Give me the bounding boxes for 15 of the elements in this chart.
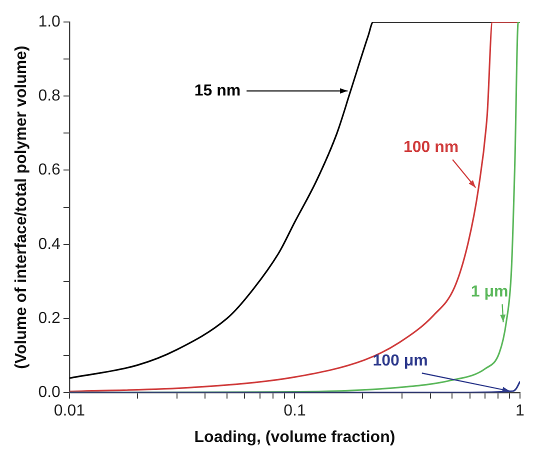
- y-tick-label: 1.0: [38, 13, 61, 30]
- y-tick-label: 0.2: [38, 310, 61, 327]
- series-label: 100 nm: [403, 139, 459, 156]
- x-tick-label: 0.01: [54, 402, 86, 420]
- x-tick-label: 1: [516, 402, 525, 420]
- y-tick-label: 0.6: [38, 162, 61, 179]
- x-tick-label: 0.1: [284, 402, 306, 420]
- y-tick-label: 0.8: [38, 88, 61, 105]
- x-axis-title: Loading, (volume fraction): [194, 428, 396, 446]
- text: 15 nm: [194, 82, 241, 100]
- series-label: 1 μm: [470, 284, 508, 301]
- series-label: 100 μm: [372, 352, 428, 370]
- y-tick-label: 0.4: [38, 236, 61, 253]
- y-axis-title: (Volume of interface/total polymer volume): [13, 46, 30, 369]
- y-tick-label: 0.0: [38, 384, 61, 402]
